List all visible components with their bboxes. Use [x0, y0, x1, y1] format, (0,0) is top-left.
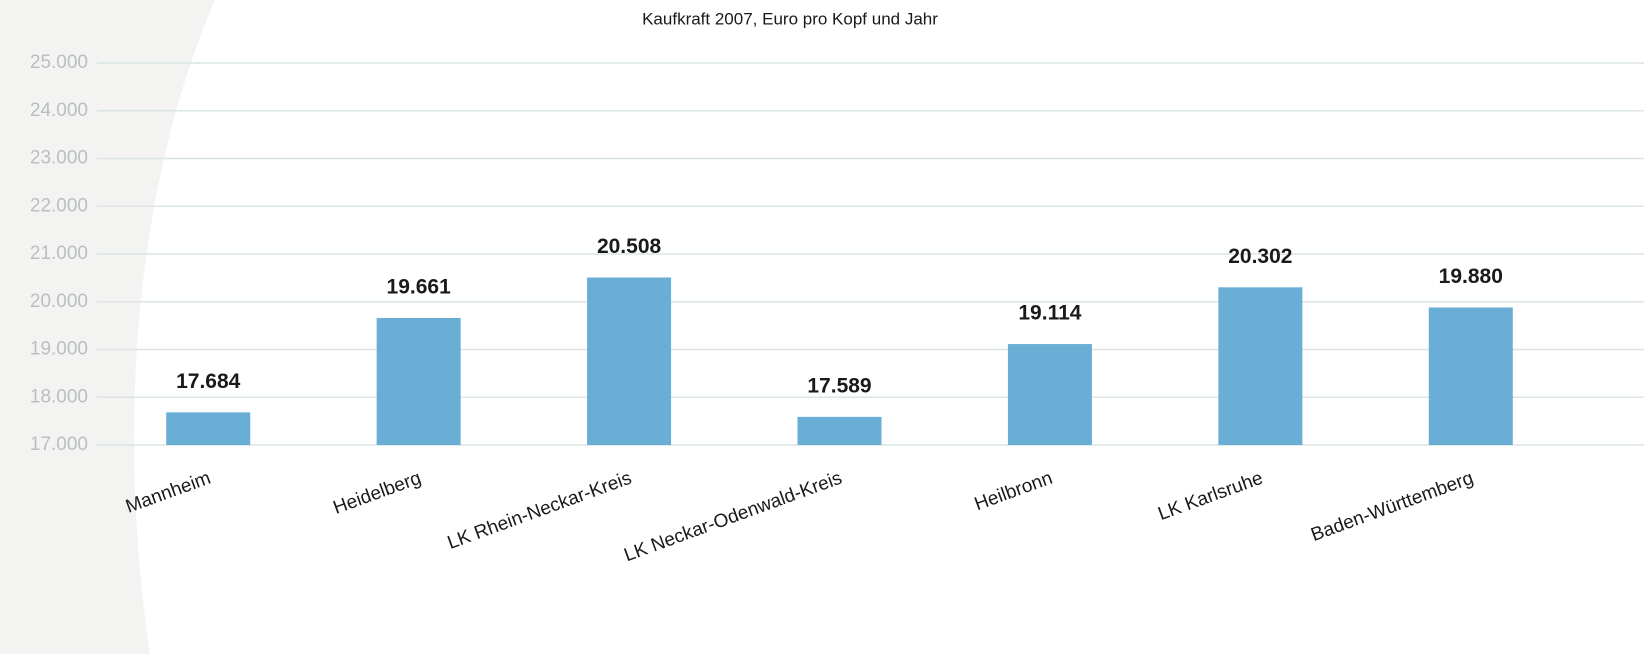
bar	[587, 277, 672, 445]
value-label: 19.880	[1439, 265, 1503, 288]
y-tick-label: 21.000	[30, 243, 88, 264]
chart-title: Kaufkraft 2007, Euro pro Kopf und Jahr	[642, 9, 938, 28]
value-label: 17.589	[807, 374, 871, 397]
x-tick-label: Heidelberg	[331, 468, 425, 519]
value-label: 20.508	[597, 235, 662, 258]
y-tick-label: 18.000	[30, 386, 88, 407]
y-tick-label: 23.000	[30, 148, 88, 169]
bar	[376, 317, 461, 445]
y-tick-label: 24.000	[30, 100, 88, 121]
bar	[166, 412, 251, 445]
x-tick-label: Baden-Württemberg	[1308, 468, 1476, 546]
background-shape	[0, 0, 215, 654]
y-tick-label: 25.000	[30, 52, 88, 73]
x-tick-label: LK Neckar-Odenwald-Kreis	[621, 468, 845, 566]
x-tick-label: Heilbronn	[972, 468, 1056, 516]
y-tick-label: 19.000	[30, 339, 88, 360]
y-tick-label: 22.000	[30, 195, 88, 216]
bar	[1007, 344, 1092, 445]
y-tick-label: 17.000	[30, 434, 88, 455]
value-label: 20.302	[1228, 245, 1292, 268]
bar	[1218, 287, 1303, 445]
x-tick-label: LK Rhein-Neckar-Kreis	[445, 468, 635, 554]
y-tick-label: 20.000	[30, 291, 88, 312]
value-label: 19.114	[1018, 302, 1081, 325]
bar	[1428, 307, 1513, 445]
value-label: 19.661	[387, 275, 452, 298]
value-label: 17.684	[176, 370, 241, 393]
bar	[797, 416, 882, 445]
x-tick-label: Mannheim	[123, 468, 214, 518]
x-tick-label: LK Karlsruhe	[1155, 468, 1265, 525]
